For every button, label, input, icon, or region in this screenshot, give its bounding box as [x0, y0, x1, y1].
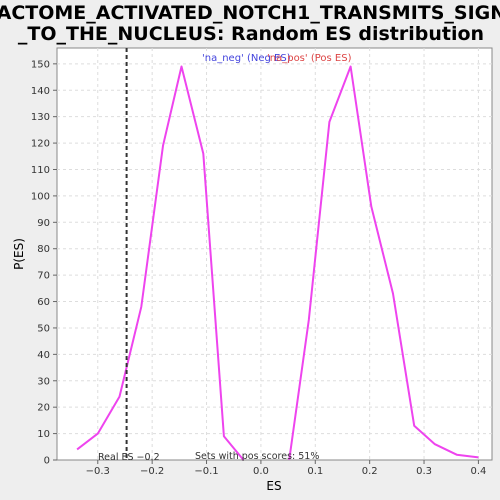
series-line-neg	[76, 65, 245, 461]
x-tick-label: 0.4	[470, 466, 486, 477]
x-tick-label: −0.1	[194, 466, 218, 477]
x-tick-label: 0.3	[416, 466, 432, 477]
legend-neg: 'na_neg' (Neg ES)	[202, 53, 291, 64]
x-tick-label: 0.0	[253, 466, 269, 477]
y-tick-label: 60	[37, 297, 50, 308]
chart-title-line-2: _TO_THE_NUCLEUS: Random ES distribution	[18, 23, 484, 45]
real-es-label: Real ES −0.2	[98, 452, 160, 463]
y-tick-label: 110	[31, 165, 50, 176]
y-tick-label: 140	[31, 86, 50, 97]
y-tick-label: 80	[37, 244, 50, 255]
y-tick-label: 0	[44, 456, 50, 467]
x-tick-label: 0.1	[307, 466, 323, 477]
x-tick-label: −0.2	[140, 466, 164, 477]
grid	[57, 48, 492, 460]
y-axis-ticks: 0 10 20 30 40 50 60 70 80 90 100 110 120 130 140 150	[31, 59, 57, 467]
x-axis-ticks: −0.3 −0.2 −0.1 0.0 0.1 0.2 0.3 0.4	[86, 460, 486, 477]
series-line-pos	[288, 65, 479, 461]
chart-marks	[76, 48, 479, 461]
y-tick-label: 130	[31, 112, 50, 123]
y-tick-label: 50	[37, 323, 50, 334]
y-axis-label: P(ES)	[12, 238, 26, 270]
x-tick-label: 0.2	[362, 466, 378, 477]
chart-title-line-1: REACTOME_ACTIVATED_NOTCH1_TRANSMITS_SIGN…	[0, 2, 500, 24]
y-tick-label: 30	[37, 376, 50, 387]
y-tick-label: 120	[31, 139, 50, 150]
y-tick-label: 150	[31, 59, 50, 70]
x-tick-label: −0.3	[86, 466, 110, 477]
y-tick-label: 70	[37, 271, 50, 282]
y-tick-label: 40	[37, 350, 50, 361]
plot-area	[56, 47, 493, 461]
y-tick-label: 20	[37, 403, 50, 414]
y-tick-label: 100	[31, 191, 50, 202]
y-tick-label: 10	[37, 429, 50, 440]
x-axis-label: ES	[266, 479, 281, 493]
y-tick-label: 90	[37, 218, 50, 229]
pos-scores-annotation: Sets with pos scores: 51%	[195, 451, 319, 462]
legend-pos: 'na_pos' (Pos ES)	[267, 53, 352, 64]
